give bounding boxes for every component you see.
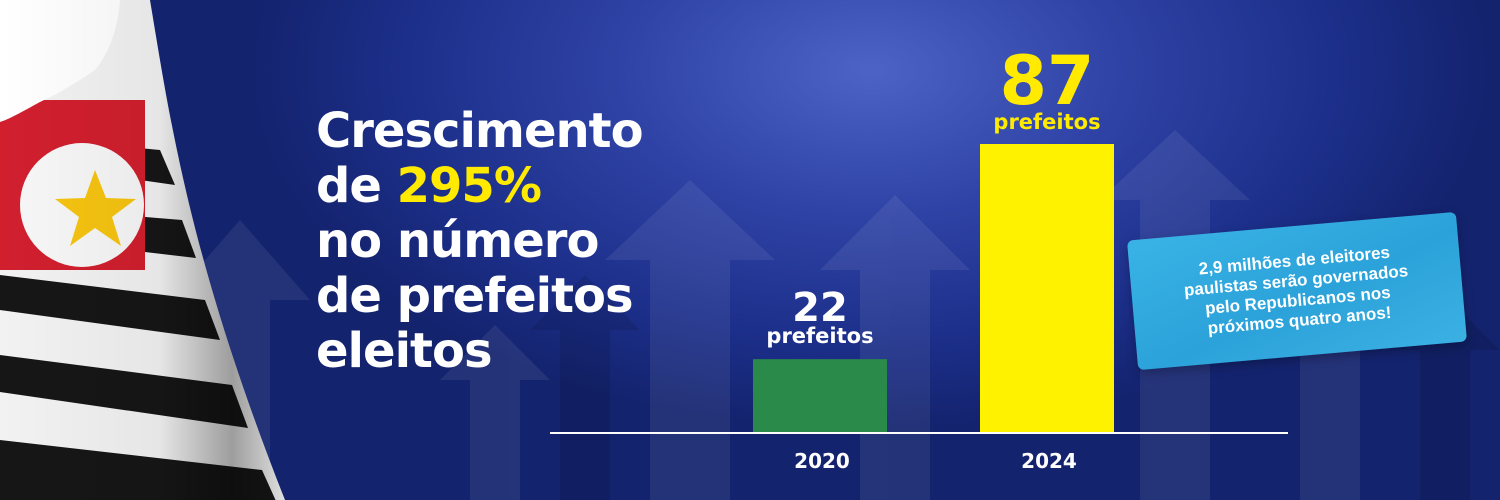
headline-line-1: Crescimento [316, 103, 644, 159]
bg-arrow-6 [440, 325, 550, 500]
headline-highlight: 295% [396, 158, 542, 214]
x-tick-2020: 2020 [794, 449, 850, 473]
bg-arrow-8 [1390, 295, 1500, 500]
data-label-value-2024: 87 [1000, 42, 1095, 121]
data-label-unit-2024: prefeitos [993, 110, 1100, 134]
headline-line-4: de prefeitos [316, 268, 634, 324]
headline-line-5: eleitos [316, 323, 493, 379]
bg-arrow-3 [820, 195, 970, 500]
x-tick-2024: 2024 [1021, 449, 1077, 473]
bg-arrow-5 [1265, 240, 1395, 500]
bar-2024 [980, 144, 1114, 432]
bg-arrow-7 [530, 275, 640, 500]
data-label-unit-2020: prefeitos [766, 324, 873, 348]
headline: Crescimento de 295% no número de prefeit… [316, 103, 644, 379]
sao-paulo-flag [0, 0, 285, 500]
bg-arrow-2 [605, 180, 775, 500]
headline-line-3: no número [316, 213, 599, 269]
headline-line-2-prefix: de [316, 158, 397, 214]
data-label-value-2020: 22 [792, 285, 848, 331]
bar-2020 [753, 359, 887, 432]
headline-line-2: de 295% [316, 159, 643, 214]
